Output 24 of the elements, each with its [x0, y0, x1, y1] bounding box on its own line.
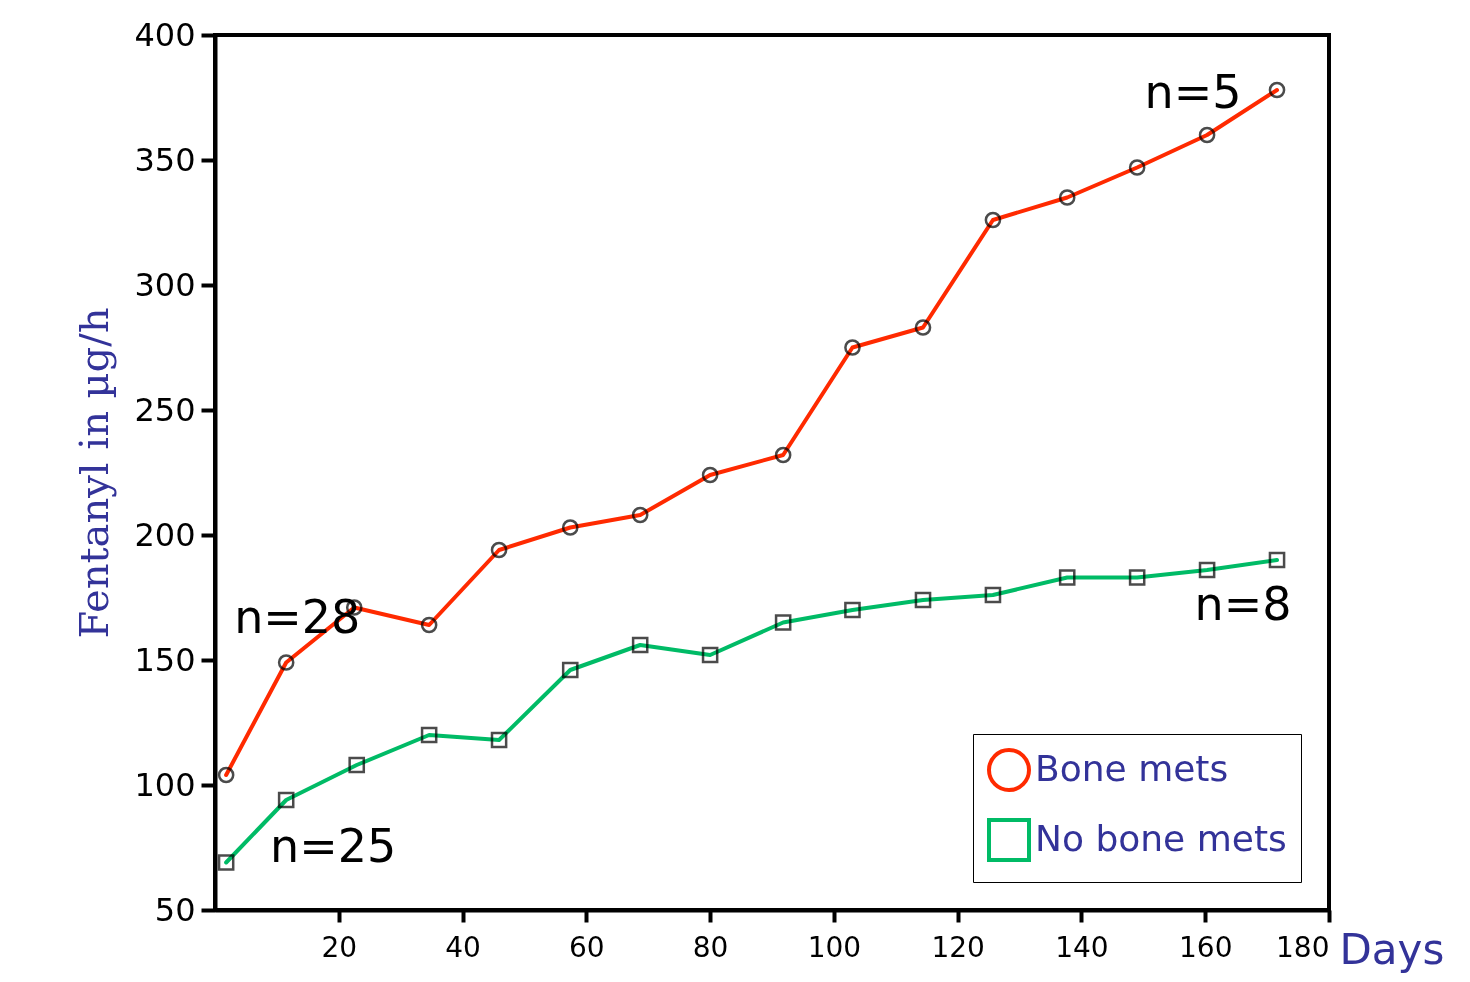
legend-label: No bone mets [1035, 818, 1287, 859]
x-tick-label: 40 [445, 930, 481, 964]
y-tick-label: 300 [134, 265, 196, 304]
x-tick-label: 20 [321, 930, 358, 964]
annotation: n=8 [1194, 577, 1292, 631]
x-tick-label: 60 [569, 930, 605, 964]
annotation: n=5 [1144, 65, 1242, 119]
legend-label: Bone mets [1035, 748, 1229, 789]
x-tick-label: 160 [1179, 930, 1233, 964]
y-tick-label: 50 [154, 890, 196, 929]
x-tick-label: 120 [931, 930, 985, 964]
y-tick-label: 350 [134, 140, 196, 179]
y-tick-label: 150 [134, 640, 196, 679]
x-axis-title: Days [1339, 924, 1445, 974]
x-tick-label: 100 [807, 930, 862, 964]
y-axis-title: Fentanyl in µg/h [71, 307, 118, 639]
y-tick-label: 400 [134, 15, 196, 54]
y-tick-label: 100 [134, 765, 196, 804]
y-tick-label: 250 [134, 390, 196, 429]
y-tick-label: 200 [134, 515, 196, 554]
x-tick-label: 180 [1276, 930, 1330, 964]
annotation: n=25 [270, 819, 397, 873]
x-tick-label: 140 [1055, 930, 1109, 964]
x-tick-label: 80 [692, 930, 729, 964]
